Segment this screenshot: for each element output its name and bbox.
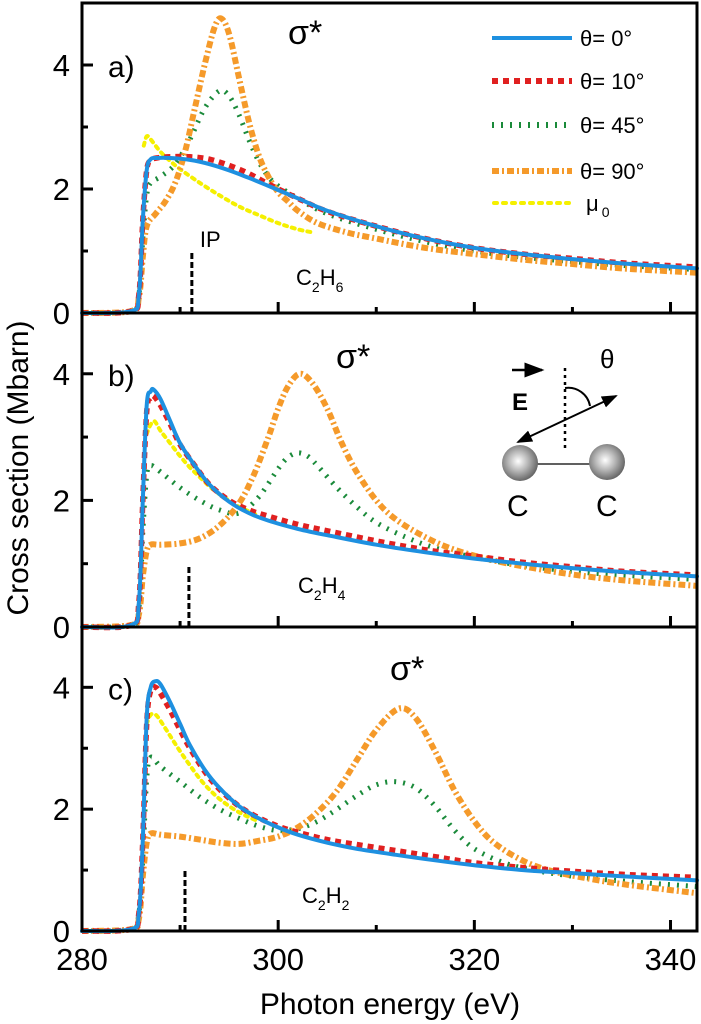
x-tick-label: 340: [645, 942, 697, 977]
molecule-label: C2H2: [302, 883, 350, 913]
series-theta-90-line: [81, 370, 698, 630]
x-tick-label: 300: [252, 942, 304, 977]
legend-item-theta-10: θ= 10°: [492, 69, 644, 94]
molecule-label-part: C: [302, 883, 318, 908]
series-theta-0-line: [80, 678, 699, 934]
mu-symbol: μ: [586, 191, 599, 216]
ip-label: IP: [200, 227, 221, 252]
sigma-star-label: σ*: [336, 338, 370, 376]
x-tick-label: 320: [448, 942, 500, 977]
mu-subscript: 0: [602, 204, 610, 220]
molecule-label-part: H: [322, 573, 338, 598]
molecule-label-part: 4: [338, 587, 346, 603]
geometry-inset: E θ C C: [502, 344, 625, 523]
series-theta-45-line: [81, 87, 698, 316]
field-e-label: E: [512, 389, 528, 416]
y-axis-label: Cross section (Mbarn): [2, 320, 35, 615]
y-tick-label: 0: [53, 610, 70, 645]
y-tick-label: 4: [53, 670, 70, 705]
series-theta-90-line: [81, 15, 698, 316]
x-tick-label: 280: [56, 942, 108, 977]
molecule-label-part: 2: [314, 587, 322, 603]
y-tick-label: 2: [53, 483, 70, 518]
molecule-label-part: H: [320, 265, 336, 290]
series-mu0-line: [144, 711, 261, 824]
legend-item-theta-90: θ= 90°: [492, 159, 644, 184]
atom-left-label: C: [507, 490, 529, 523]
molecule-label-part: C: [296, 265, 312, 290]
series-theta-45-line: [81, 754, 698, 934]
y-tick-label: 2: [53, 792, 70, 827]
series-theta-10-line: [81, 683, 698, 934]
carbon-atom-right: [589, 444, 625, 480]
series-theta-0-line: [80, 386, 699, 630]
molecule-label: C2H6: [296, 265, 344, 295]
angle-theta-label: θ: [600, 344, 614, 374]
y-tick-label: 2: [53, 172, 70, 207]
legend-label-theta-10: θ= 10°: [580, 69, 644, 94]
y-tick-label: 4: [53, 357, 70, 392]
angle-arc: [564, 386, 591, 407]
legend-label-theta-90: θ= 90°: [580, 159, 644, 184]
y-tick-label: 0: [53, 914, 70, 949]
carbon-atom-left: [502, 445, 538, 481]
molecule-label-part: 2: [342, 897, 350, 913]
legend-label-theta-45: θ= 45°: [580, 113, 644, 138]
panel-label: c): [108, 673, 133, 706]
polarization-vector-arrow: [516, 395, 618, 443]
series-theta-45-line: [81, 450, 698, 630]
molecule-label-part: 2: [318, 897, 326, 913]
panel-frame: [80, 625, 699, 933]
y-tick-label: 4: [53, 48, 70, 83]
molecule-label: C2H4: [298, 573, 346, 603]
atom-right-label: C: [596, 490, 618, 523]
molecule-label-part: 2: [312, 279, 320, 295]
molecule-label-part: H: [326, 883, 342, 908]
legend-item-theta-45: θ= 45°: [492, 113, 644, 138]
molecule-label-part: C: [298, 573, 314, 598]
y-tick-label: 0: [53, 296, 70, 331]
x-axis-label: Photon energy (eV): [260, 988, 520, 1021]
sigma-star-label: σ*: [390, 650, 424, 688]
legend-item-theta-0: θ= 0°: [492, 26, 632, 51]
legend-label-theta-0: θ= 0°: [580, 26, 632, 51]
panel-label: b): [108, 360, 135, 393]
series-theta-0-line: [80, 155, 699, 316]
panel-c: 024 c)σ*C2H2: [53, 625, 699, 949]
molecule-label-part: 6: [336, 279, 344, 295]
series-mu0-line: [141, 134, 315, 235]
panel-b: 024 b)σ*C2H4: [53, 311, 699, 645]
panel-label: a): [108, 51, 135, 84]
sigma-star-label: σ*: [288, 14, 322, 52]
series-mu0-line: [144, 419, 261, 518]
series-theta-90-line: [81, 705, 698, 934]
